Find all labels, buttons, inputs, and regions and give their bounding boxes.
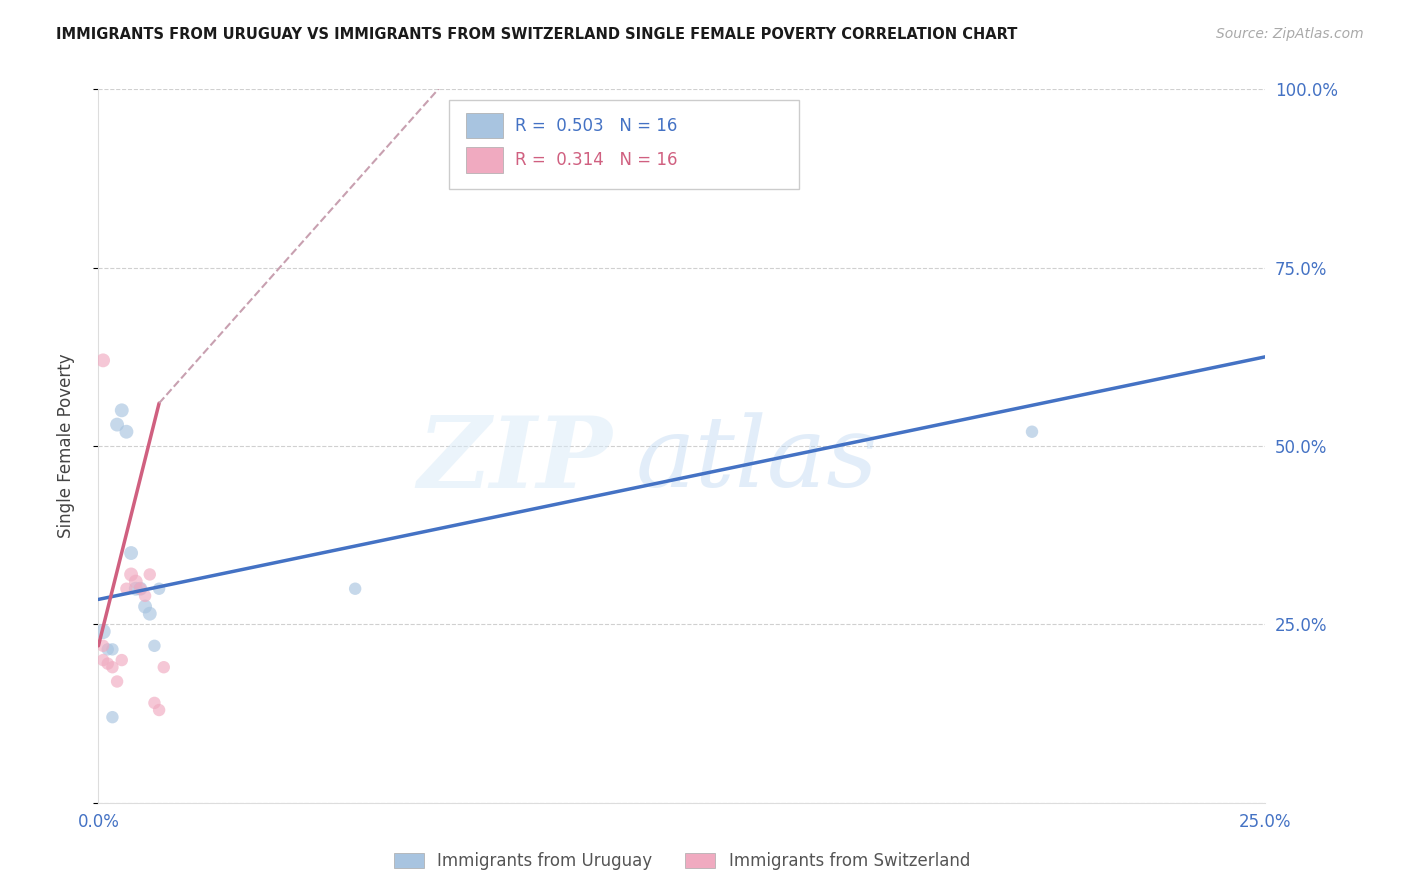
Point xyxy=(97,657,120,671)
Point xyxy=(148,582,170,596)
Text: atlas: atlas xyxy=(636,413,877,508)
Point xyxy=(105,674,128,689)
Point xyxy=(1021,425,1043,439)
Point xyxy=(134,599,156,614)
Point xyxy=(120,546,142,560)
Point xyxy=(111,653,134,667)
Point xyxy=(125,574,148,589)
Point xyxy=(129,582,152,596)
Point xyxy=(101,642,124,657)
Point xyxy=(152,660,174,674)
FancyBboxPatch shape xyxy=(449,100,799,189)
FancyBboxPatch shape xyxy=(465,112,503,138)
Point xyxy=(105,417,128,432)
Point xyxy=(91,624,114,639)
Point xyxy=(120,567,142,582)
Point xyxy=(111,403,134,417)
Point xyxy=(344,582,367,596)
Point xyxy=(91,353,114,368)
Point xyxy=(115,425,138,439)
Point xyxy=(139,607,162,621)
Point xyxy=(91,639,114,653)
Y-axis label: Single Female Poverty: Single Female Poverty xyxy=(56,354,75,538)
Point xyxy=(125,582,148,596)
Text: Source: ZipAtlas.com: Source: ZipAtlas.com xyxy=(1216,27,1364,41)
Point xyxy=(148,703,170,717)
Legend: Immigrants from Uruguay, Immigrants from Switzerland: Immigrants from Uruguay, Immigrants from… xyxy=(387,846,977,877)
Point xyxy=(143,696,166,710)
Text: ZIP: ZIP xyxy=(418,412,612,508)
Point xyxy=(143,639,166,653)
FancyBboxPatch shape xyxy=(465,147,503,173)
Point xyxy=(97,642,120,657)
Point xyxy=(134,589,156,603)
Text: R =  0.314   N = 16: R = 0.314 N = 16 xyxy=(515,151,678,169)
Text: IMMIGRANTS FROM URUGUAY VS IMMIGRANTS FROM SWITZERLAND SINGLE FEMALE POVERTY COR: IMMIGRANTS FROM URUGUAY VS IMMIGRANTS FR… xyxy=(56,27,1018,42)
Point xyxy=(129,582,152,596)
Point xyxy=(91,653,114,667)
Point xyxy=(101,710,124,724)
Text: R =  0.503   N = 16: R = 0.503 N = 16 xyxy=(515,117,678,135)
Point xyxy=(139,567,162,582)
Point xyxy=(101,660,124,674)
Point xyxy=(115,582,138,596)
